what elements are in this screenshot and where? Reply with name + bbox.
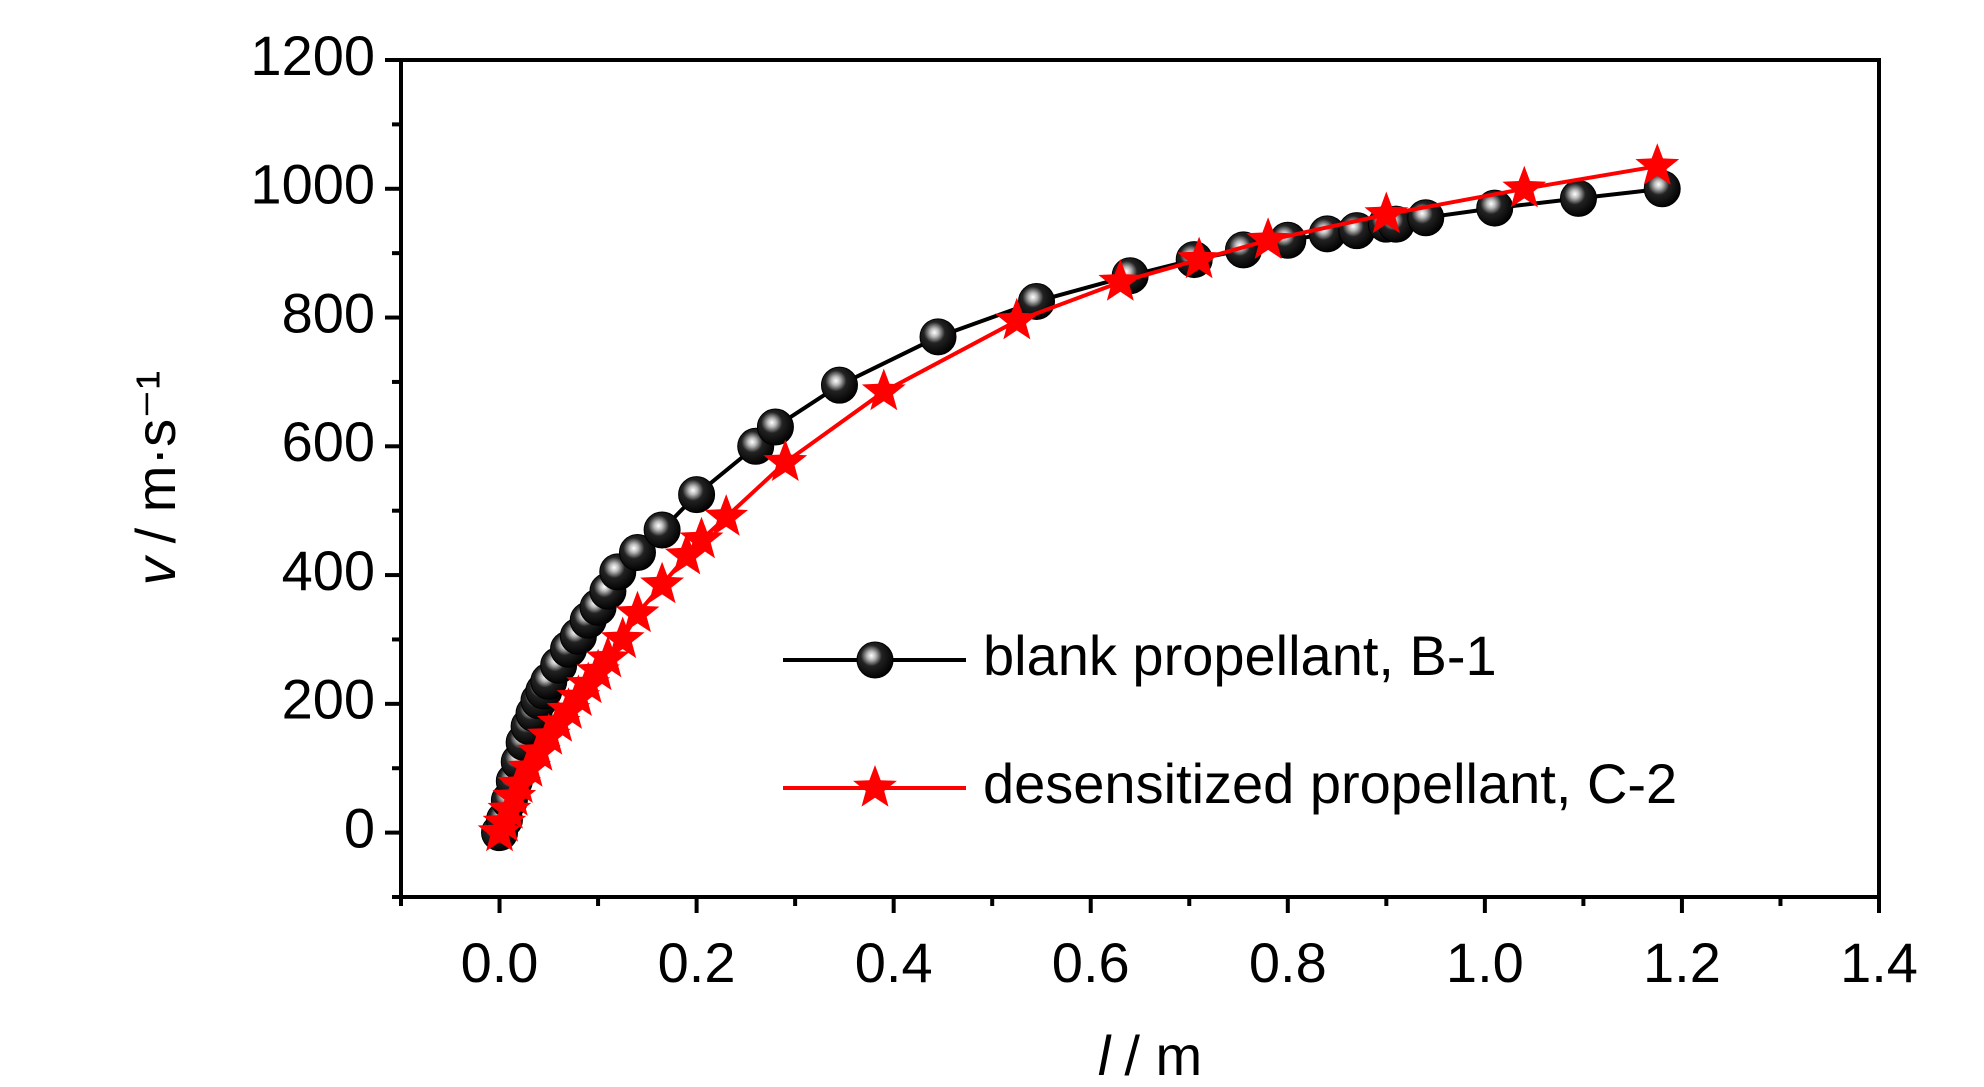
- star-marker: [1364, 191, 1409, 234]
- x-axis-unit: / m: [1124, 1024, 1202, 1087]
- sphere-marker: [1476, 189, 1514, 227]
- x-tick-label: 0.0: [461, 931, 539, 994]
- y-axis-unit: / m·s⁻¹: [124, 371, 187, 544]
- y-tick-label: 800: [282, 281, 375, 344]
- y-tick-label: 0: [344, 796, 375, 859]
- sphere-marker: [856, 641, 894, 679]
- sphere-marker: [1559, 179, 1597, 217]
- star-marker: [586, 635, 630, 678]
- series-line: [497, 164, 1658, 834]
- series: [481, 170, 1681, 852]
- x-axis-symbol: l: [1098, 1024, 1112, 1087]
- x-tick-label: 1.2: [1643, 931, 1721, 994]
- sphere-marker: [678, 476, 716, 514]
- y-tick-label: 400: [282, 539, 375, 602]
- x-tick-label: 1.0: [1446, 931, 1524, 994]
- legend-label: desensitized propellant, C-2: [983, 752, 1677, 815]
- y-axis-label: v / m·s⁻¹: [124, 371, 187, 586]
- sphere-marker: [820, 366, 858, 404]
- star-marker: [1098, 259, 1143, 301]
- star-marker: [1502, 165, 1547, 208]
- x-axis-label: l / m: [1098, 1024, 1202, 1087]
- sphere-marker: [618, 534, 656, 572]
- y-tick-label: 600: [282, 410, 375, 473]
- star-marker: [1635, 143, 1680, 185]
- star-marker: [995, 297, 1039, 340]
- star-marker: [704, 494, 748, 536]
- x-tick-label: 1.4: [1840, 931, 1918, 994]
- star-marker: [861, 368, 906, 411]
- star-marker: [679, 516, 724, 559]
- star-marker: [1246, 217, 1290, 259]
- y-axis-symbol: v: [124, 554, 187, 585]
- sphere-marker: [643, 511, 681, 549]
- star-marker: [615, 590, 660, 633]
- sphere-marker: [756, 408, 794, 446]
- y-tick-label: 1200: [250, 24, 375, 87]
- star-marker: [664, 532, 709, 575]
- series-line: [497, 186, 1663, 834]
- star-marker: [853, 765, 897, 807]
- series: [477, 143, 1680, 852]
- legend-item: blank propellant, B-1: [783, 624, 1497, 687]
- y-tick-label: 1000: [250, 153, 375, 216]
- x-tick-label: 0.6: [1052, 931, 1130, 994]
- star-marker: [763, 439, 808, 481]
- legend-label: blank propellant, B-1: [983, 624, 1497, 687]
- plot-frame: [399, 58, 1881, 899]
- legend-item: desensitized propellant, C-2: [783, 752, 1677, 815]
- sphere-marker: [919, 318, 957, 356]
- star-marker: [640, 561, 684, 604]
- y-tick-label: 200: [282, 668, 375, 731]
- star-marker: [1177, 236, 1221, 279]
- x-tick-label: 0.8: [1249, 931, 1327, 994]
- x-tick-label: 0.4: [855, 931, 933, 994]
- star-marker: [600, 616, 645, 659]
- x-tick-label: 0.2: [658, 931, 736, 994]
